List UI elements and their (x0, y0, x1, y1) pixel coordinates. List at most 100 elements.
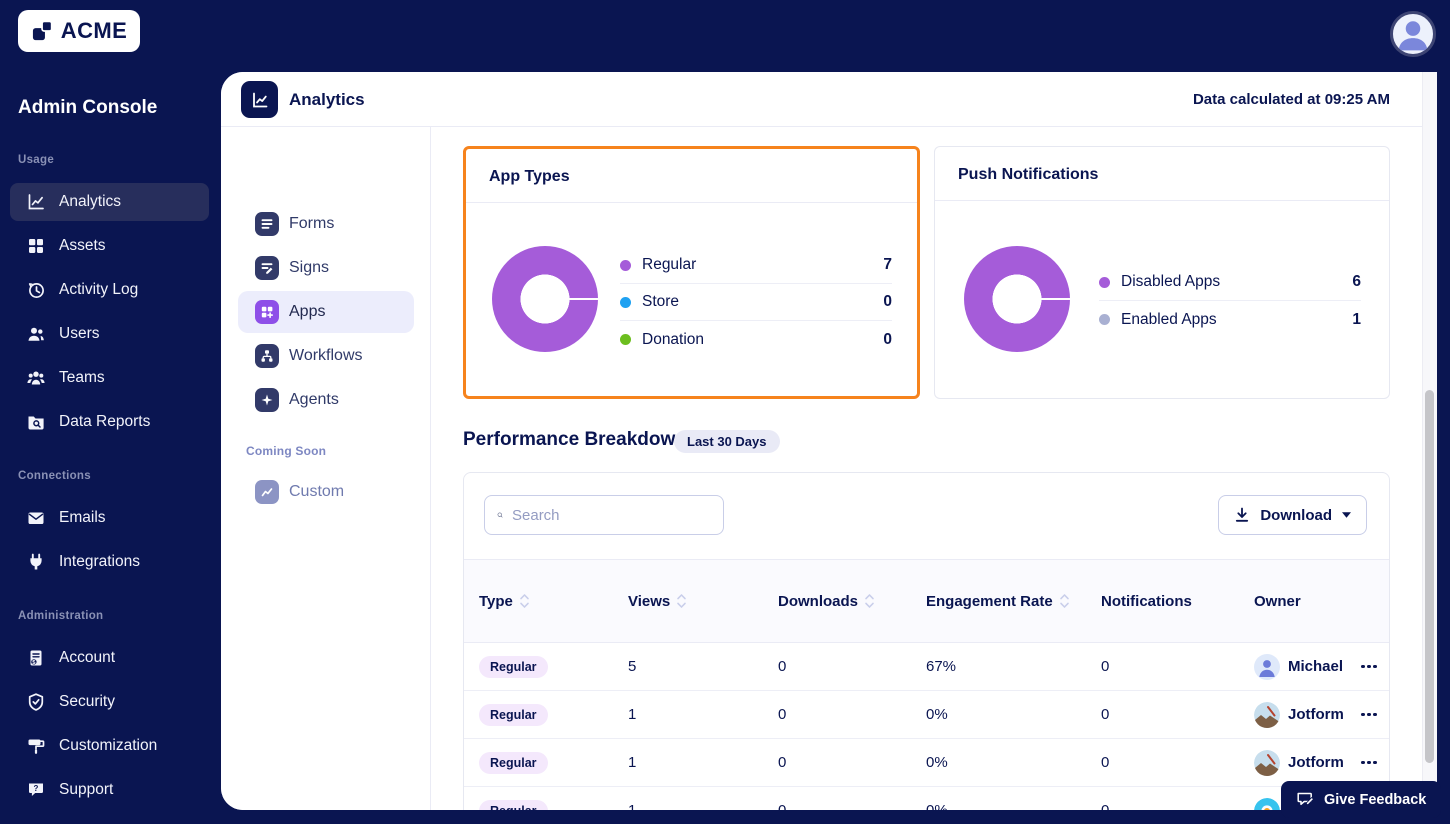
legend-dot-donation (620, 334, 631, 345)
sidebar-item-data-reports[interactable]: Data Reports (10, 403, 209, 441)
app-types-title: App Types (489, 168, 570, 185)
sidebar-item-label: Activity Log (59, 281, 139, 298)
push-notifications-legend: Disabled Apps 6 Enabled Apps 1 (1099, 264, 1361, 338)
donut-notch (568, 297, 599, 301)
legend-row: Disabled Apps 6 (1099, 264, 1361, 301)
row-menu-button[interactable] (1347, 691, 1377, 738)
search-icon (497, 512, 503, 518)
sidebar-item-account[interactable]: $ Account (10, 639, 209, 677)
performance-table-card: Download Type Views Downloads Eng (463, 472, 1390, 810)
sidebar-item-teams[interactable]: Teams (10, 359, 209, 397)
column-label: Downloads (778, 592, 859, 610)
notifications-cell: 0 (1101, 754, 1110, 771)
donut-notch (1040, 297, 1071, 301)
agents-icon (255, 388, 279, 412)
table-row[interactable]: Regular 1 0 0% 0 Jotform (464, 691, 1389, 739)
data-reports-icon (28, 416, 44, 430)
sidebar-item-security[interactable]: Security (10, 683, 209, 721)
integrations-icon (30, 553, 42, 570)
subsidebar-item-label: Workflows (289, 347, 363, 364)
legend-dot-regular (620, 259, 631, 271)
legend-row: Enabled Apps 1 (1099, 301, 1361, 338)
sort-icon (677, 594, 687, 608)
subsidebar-item-label: Agents (289, 391, 339, 408)
sidebar-item-users[interactable]: Users (10, 315, 209, 353)
main-panel: Analytics Data calculated at 09:25 AM Fo… (221, 72, 1437, 810)
column-header-notifications: Notifications (1101, 593, 1254, 610)
give-feedback-button[interactable]: Give Feedback (1281, 781, 1442, 818)
asset-type-sidebar: Forms Signs Apps Workflows (221, 127, 431, 810)
sidebar-item-label: Data Reports (59, 413, 151, 430)
legend-value: 0 (883, 330, 892, 348)
column-label: Views (628, 592, 671, 610)
owner-name: Jotform (1288, 706, 1344, 723)
account-icon: $ (30, 650, 42, 666)
sort-icon (865, 594, 874, 608)
sidebar-item-label: Integrations (59, 553, 140, 570)
push-notifications-donut-chart (964, 246, 1071, 352)
subsidebar-item-label: Signs (289, 259, 330, 276)
download-label: Download (1260, 506, 1332, 524)
column-header-type[interactable]: Type (479, 593, 628, 610)
engagement-rate-cell: 67% (926, 658, 957, 675)
subsidebar-item-agents[interactable]: Agents (238, 379, 414, 421)
column-header-engagement-rate[interactable]: Engagement Rate (926, 593, 1101, 610)
forms-icon (255, 212, 279, 236)
legend-row: Store 0 (620, 284, 892, 321)
push-notifications-title: Push Notifications (958, 166, 1099, 183)
row-menu-button[interactable] (1347, 643, 1377, 690)
table-row[interactable]: Regular 1 0 0% 0 (464, 787, 1389, 810)
download-button[interactable]: Download (1218, 495, 1367, 535)
sidebar-item-label: Customization (59, 737, 158, 754)
sidebar-item-label: Emails (59, 509, 106, 526)
subsidebar-item-workflows[interactable]: Workflows (238, 335, 414, 377)
workflows-icon (255, 344, 279, 368)
column-header-owner: Owner (1254, 593, 1347, 610)
table-row[interactable]: Regular 5 0 67% 0 Michael (464, 643, 1389, 691)
table-row[interactable]: Regular 1 0 0% 0 Jotform (464, 739, 1389, 787)
app-types-donut-chart (492, 246, 599, 352)
owner-avatar (1254, 749, 1280, 776)
collapse-sidebar-button[interactable]: « (249, 803, 261, 810)
sidebar-item-integrations[interactable]: Integrations (10, 543, 209, 581)
column-header-views[interactable]: Views (628, 593, 778, 610)
sidebar-item-label: Account (59, 649, 116, 666)
sidebar-item-assets[interactable]: Assets (10, 227, 209, 265)
sidebar-item-customization[interactable]: Customization (10, 727, 209, 765)
owner-cell: Jotform (1254, 749, 1347, 776)
search-input[interactable] (512, 506, 711, 524)
row-menu-button[interactable] (1347, 739, 1377, 786)
subsidebar-item-signs[interactable]: Signs (238, 247, 414, 289)
sidebar-item-support[interactable]: ? Support (10, 771, 209, 809)
subsidebar-item-forms[interactable]: Forms (238, 203, 414, 245)
sidebar-title: Admin Console (18, 97, 158, 118)
type-badge: Regular (479, 799, 548, 810)
downloads-cell: 0 (778, 706, 787, 723)
owner-cell: Michael (1254, 653, 1347, 680)
logo-text: ACME (60, 18, 128, 43)
section-label-usage: Usage (18, 154, 55, 166)
column-label: Notifications (1101, 592, 1192, 610)
owner-cell (1254, 797, 1347, 810)
column-header-downloads[interactable]: Downloads (778, 593, 926, 610)
user-avatar[interactable] (1390, 11, 1436, 57)
feedback-label: Give Feedback (1324, 791, 1427, 808)
acme-logo[interactable]: ACME (18, 10, 140, 52)
subsidebar-item-apps[interactable]: Apps (238, 291, 414, 333)
scrollbar-thumb[interactable] (1425, 390, 1434, 763)
sidebar-item-emails[interactable]: Emails (10, 499, 209, 537)
sidebar-item-analytics[interactable]: Analytics (10, 183, 209, 221)
legend-row: Donation 0 (620, 321, 892, 358)
performance-breakdown-title: Performance Breakdown (463, 429, 687, 450)
sidebar-item-label: Assets (59, 237, 106, 254)
downloads-cell: 0 (778, 658, 787, 675)
coming-soon-label: Coming Soon (246, 444, 327, 458)
subsidebar-item-custom[interactable]: Custom (238, 471, 414, 513)
svg-text:$: $ (32, 660, 36, 666)
legend-label: Enabled Apps (1121, 310, 1217, 328)
sidebar-item-activity-log[interactable]: Activity Log (10, 271, 209, 309)
emails-icon (28, 512, 44, 524)
sidebar-item-label: Teams (59, 369, 105, 386)
table-body: Regular 5 0 67% 0 Michael Regular 1 (464, 643, 1389, 810)
